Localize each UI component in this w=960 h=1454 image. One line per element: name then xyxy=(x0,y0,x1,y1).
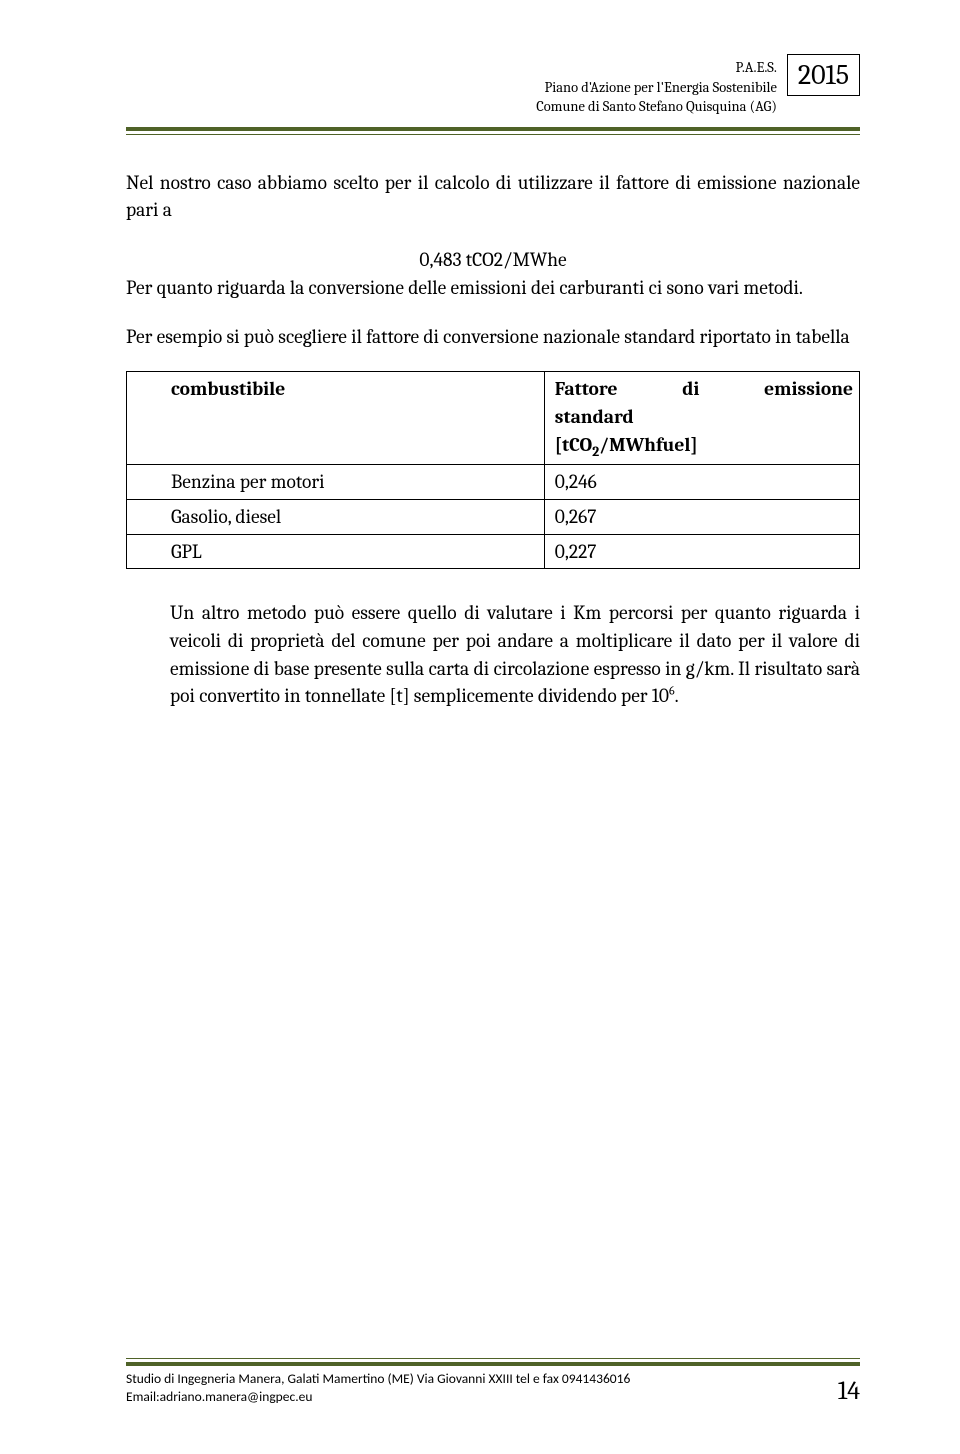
body-text: Nel nostro caso abbiamo scelto per il ca… xyxy=(126,169,860,710)
table-cell-value: 0,246 xyxy=(544,465,859,500)
table-header-row: combustibile Fattore di emissione standa… xyxy=(127,372,860,465)
page-header: P.A.E.S. Piano d'Azione per l'Energia So… xyxy=(126,54,860,117)
header-line-3: Comune di Santo Stefano Quisquina (AG) xyxy=(536,97,777,117)
table-cell-label: Gasolio, diesel xyxy=(127,499,545,534)
footer-row: Studio di Ingegneria Manera, Galati Mame… xyxy=(126,1370,860,1406)
table-row: Gasolio, diesel 0,267 xyxy=(127,499,860,534)
table-cell-label: GPL xyxy=(127,534,545,569)
th-word-3: emissione xyxy=(764,375,853,403)
footer-rule xyxy=(126,1358,860,1366)
paragraph-4-block: Un altro metodo può essere quello di val… xyxy=(126,599,860,710)
page-footer: Studio di Ingegneria Manera, Galati Mame… xyxy=(126,1358,860,1406)
header-line-2: Piano d'Azione per l'Energia Sostenibile xyxy=(536,78,777,98)
header-text-block: P.A.E.S. Piano d'Azione per l'Energia So… xyxy=(536,54,785,117)
th-word-1: Fattore xyxy=(555,375,618,403)
page: P.A.E.S. Piano d'Azione per l'Energia So… xyxy=(0,0,960,1454)
header-year: 2015 xyxy=(798,59,849,91)
paragraph-3: Per esempio si può scegliere il fattore … xyxy=(126,323,860,351)
table-row: Benzina per motori 0,246 xyxy=(127,465,860,500)
paragraph-1: Nel nostro caso abbiamo scelto per il ca… xyxy=(126,169,860,224)
center-value: 0,483 tCO2/MWhe xyxy=(126,246,860,274)
header-line-1: P.A.E.S. xyxy=(536,58,777,78)
th-word-2: di xyxy=(682,375,699,403)
th-line-2: standard xyxy=(555,403,853,431)
table-row: GPL 0,227 xyxy=(127,534,860,569)
header-year-box: 2015 xyxy=(787,54,860,96)
table-cell-value: 0,267 xyxy=(544,499,859,534)
page-number: 14 xyxy=(838,1376,860,1406)
footer-text-block: Studio di Ingegneria Manera, Galati Mame… xyxy=(126,1370,630,1406)
footer-line-2: Email:adriano.manera@ingpec.eu xyxy=(126,1388,630,1406)
table-header-combustibile: combustibile xyxy=(127,372,545,465)
table-cell-label: Benzina per motori xyxy=(127,465,545,500)
table-cell-value: 0,227 xyxy=(544,534,859,569)
table-header-fattore: Fattore di emissione standard [tCO2/MWhf… xyxy=(544,372,859,465)
paragraph-2: Per quanto riguarda la conversione delle… xyxy=(126,274,860,302)
footer-line-1: Studio di Ingegneria Manera, Galati Mame… xyxy=(126,1370,630,1388)
paragraph-4: Un altro metodo può essere quello di val… xyxy=(126,599,860,710)
header-rule xyxy=(126,127,860,135)
emission-factors-table: combustibile Fattore di emissione standa… xyxy=(126,371,860,569)
th-line-3: [tCO2/MWhfuel] xyxy=(555,431,853,462)
